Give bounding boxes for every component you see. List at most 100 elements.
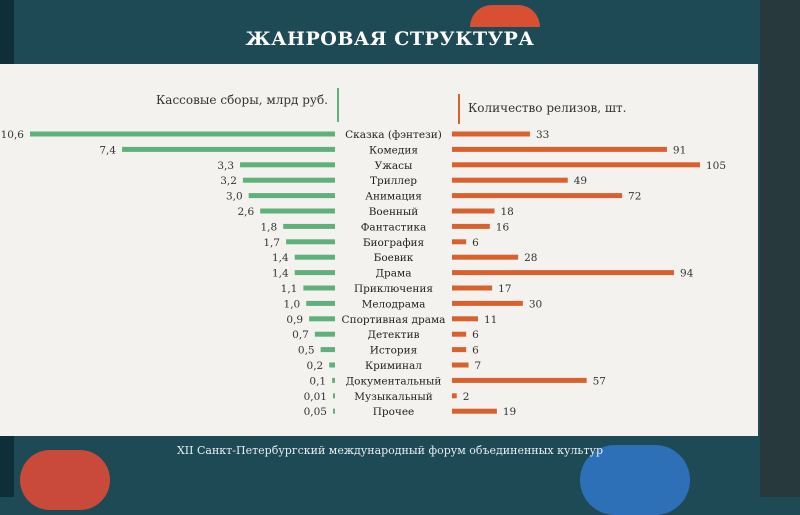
right-bar-value: 2 <box>463 391 470 403</box>
right-bar-value: 105 <box>706 160 726 172</box>
category-label: Военный <box>369 206 419 218</box>
left-bar <box>122 146 335 152</box>
category-label: Спортивная драма <box>342 314 446 326</box>
left-bar-value: 1,4 <box>272 268 289 280</box>
category-label: Мелодрама <box>362 298 426 310</box>
right-series-title: Количество релизов, шт. <box>468 101 627 115</box>
right-bar-value: 57 <box>593 375 606 387</box>
left-bar-value: 3,2 <box>220 175 237 187</box>
right-bar <box>452 162 700 168</box>
right-bar <box>452 239 467 245</box>
left-bar-value: 0,2 <box>307 360 324 372</box>
left-bar <box>332 377 335 383</box>
left-bar <box>303 285 335 291</box>
left-bar <box>333 393 335 399</box>
genre-chart: Кассовые сборы, млрд руб. Количество рели… <box>1 88 726 418</box>
right-bar <box>452 254 519 260</box>
left-bar <box>329 362 335 368</box>
left-bar <box>242 177 335 183</box>
right-bar <box>452 393 457 399</box>
left-bar <box>248 193 335 199</box>
slide-footer: XII Санкт-Петербургский международный фо… <box>176 444 604 457</box>
right-bar-value: 6 <box>472 237 479 249</box>
left-bar <box>286 239 335 245</box>
category-label: Детектив <box>367 329 419 341</box>
category-label: Биография <box>363 237 425 249</box>
category-label: Документальный <box>346 375 442 387</box>
right-bar <box>452 177 568 183</box>
right-bar-value: 33 <box>536 129 549 141</box>
right-bar-value: 30 <box>529 298 542 310</box>
right-bar <box>452 285 493 291</box>
right-bar <box>452 131 530 137</box>
left-bar <box>309 316 335 322</box>
right-bar-value: 7 <box>475 360 482 372</box>
right-bar-value: 94 <box>680 268 694 280</box>
right-bar-value: 28 <box>524 252 537 264</box>
chart-panel: Кассовые сборы, млрд руб. Количество рели… <box>0 64 758 436</box>
left-bar <box>333 408 335 414</box>
left-bar-value: 1,0 <box>284 298 301 310</box>
left-bar <box>30 131 335 137</box>
left-bar <box>320 347 335 353</box>
category-label: Триллер <box>370 175 417 187</box>
right-bar <box>452 208 495 214</box>
right-bar-value: 19 <box>503 406 516 418</box>
right-bar-value: 49 <box>574 175 587 187</box>
left-bar-value: 0,05 <box>304 406 327 418</box>
right-bar <box>452 316 478 322</box>
right-bar <box>452 223 490 229</box>
left-bar-value: 1,4 <box>272 252 289 264</box>
left-bar-value: 1,8 <box>261 221 278 233</box>
category-label: Приключения <box>354 283 433 295</box>
right-bar-value: 16 <box>496 221 510 233</box>
right-bar-value: 18 <box>501 206 514 218</box>
background-edge-right <box>760 0 800 497</box>
decorative-shape-red <box>470 5 540 27</box>
right-bar <box>452 331 467 337</box>
right-bar <box>452 270 675 276</box>
right-bar <box>452 362 469 368</box>
right-bar <box>452 146 667 152</box>
left-bar-value: 2,6 <box>237 206 254 218</box>
left-bar-value: 10,6 <box>1 129 25 141</box>
right-bar-value: 91 <box>673 144 686 156</box>
left-bar-value: 1,1 <box>281 283 298 295</box>
right-bar <box>452 408 497 414</box>
left-bar-value: 0,9 <box>286 314 303 326</box>
category-label: Комедия <box>369 144 418 156</box>
left-series-title: Кассовые сборы, млрд руб. <box>156 93 328 107</box>
left-bar <box>306 300 335 306</box>
left-bar-value: 0,5 <box>298 345 315 357</box>
left-bar-value: 3,3 <box>217 160 234 172</box>
right-bar <box>452 347 467 353</box>
left-bar-value: 3,0 <box>226 191 243 203</box>
category-label: История <box>370 345 418 357</box>
right-bar-value: 6 <box>472 329 479 341</box>
category-label: Сказка (фэнтези) <box>345 129 442 141</box>
right-bar <box>452 193 623 199</box>
left-bar-value: 0,7 <box>292 329 309 341</box>
left-bar-value: 0,01 <box>304 391 327 403</box>
category-label: Ужасы <box>375 160 413 172</box>
category-label: Драма <box>376 268 412 280</box>
left-bar-value: 1,7 <box>263 237 280 249</box>
right-bar-value: 72 <box>628 191 641 203</box>
left-bar <box>294 254 335 260</box>
right-bar <box>452 377 587 383</box>
left-bar <box>314 331 335 337</box>
slide-title: ЖАНРОВАЯ СТРУКТУРА <box>245 28 535 50</box>
category-label: Прочее <box>373 406 415 418</box>
right-bar-value: 11 <box>484 314 497 326</box>
left-bar-value: 0,1 <box>309 375 326 387</box>
right-bar-value: 17 <box>498 283 511 295</box>
category-label: Музыкальный <box>354 391 433 403</box>
left-bar <box>260 208 335 214</box>
left-bar <box>283 223 335 229</box>
right-bar-value: 6 <box>472 345 479 357</box>
left-bar-value: 7,4 <box>99 144 116 156</box>
left-bar <box>294 270 335 276</box>
category-label: Боевик <box>374 252 414 264</box>
category-label: Криминал <box>365 360 422 372</box>
left-bar <box>240 162 335 168</box>
